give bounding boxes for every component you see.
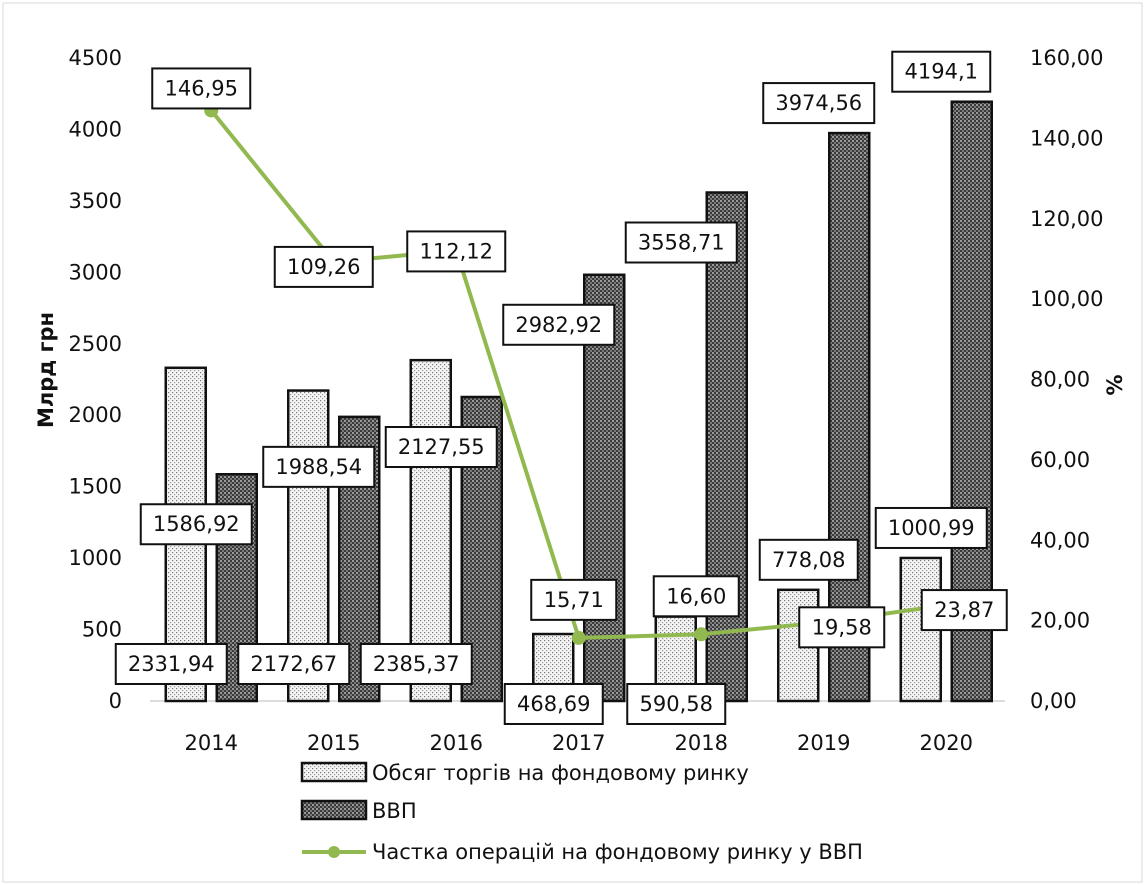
data-label-trading-volume-box (114, 643, 228, 685)
data-label-gdp: 2982,92 (515, 313, 602, 337)
data-label-share-box (406, 230, 507, 273)
data-label-trading-volume: 778,08 (772, 548, 845, 572)
data-label-trading-volume-box (626, 683, 727, 725)
y-tick-label: 2000 (69, 403, 122, 427)
data-label-gdp: 3974,56 (775, 91, 862, 115)
data-label-share-box (920, 589, 1008, 632)
data-labels: 2331,94 2172,67 2385,37 468,69 590,58 778,08 1… (114, 50, 1008, 725)
data-label-gdp-box (384, 425, 498, 468)
y2-tick-label: 140,00 (1030, 126, 1103, 150)
x-axis: 2014 2015 2016 2017 2018 2019 2020 (185, 731, 973, 755)
bar-gdp (583, 273, 626, 703)
x-tick-label: 2014 (185, 731, 238, 755)
data-label-trading-volume: 468,69 (517, 692, 590, 716)
y-tick-label: 500 (82, 618, 122, 642)
y-axis-title: Млрд грн (34, 312, 58, 428)
y2-tick-label: 80,00 (1030, 368, 1090, 392)
data-label-share: 16,60 (666, 584, 726, 608)
y-tick-label: 3500 (69, 189, 122, 213)
data-label-share-box (273, 245, 374, 288)
data-label-gdp-box (139, 503, 253, 546)
legend: Обсяг торгів на фондовому ринку ВВП Част… (300, 761, 863, 864)
share-point (571, 630, 586, 645)
y2-tick-label: 0,00 (1030, 689, 1077, 713)
x-tick-label: 2018 (675, 731, 728, 755)
x-tick-label: 2015 (307, 731, 360, 755)
data-label-trading-volume: 2331,94 (128, 652, 215, 676)
data-label-share-box (798, 606, 886, 649)
data-label-share: 146,95 (165, 76, 238, 100)
y-tick-label: 2500 (69, 332, 122, 356)
data-label-share: 15,71 (544, 588, 604, 612)
data-label-share: 23,87 (934, 598, 994, 622)
data-label-share-box (530, 578, 618, 621)
bar-gdp (705, 191, 748, 703)
data-label-gdp-box (762, 82, 876, 125)
data-label-trading-volume-box (874, 506, 988, 549)
y2-axis: 0,00 20,00 40,00 60,00 80,00 100,00 120,00 140,… (1030, 46, 1103, 713)
data-label-gdp: 2127,55 (398, 435, 485, 459)
share-point (694, 627, 709, 642)
data-label-share-box (652, 575, 740, 618)
data-label-gdp-box (624, 221, 738, 264)
data-label-share: 19,58 (812, 615, 872, 639)
y-tick-label: 1500 (69, 475, 122, 499)
data-label-trading-volume-box (503, 683, 604, 725)
legend-swatch-trading-volume (300, 761, 368, 783)
data-label-share: 112,12 (420, 239, 493, 263)
y-tick-label: 1000 (69, 546, 122, 570)
data-label-gdp: 1586,92 (153, 512, 240, 536)
data-label-trading-volume: 1000,99 (888, 516, 975, 540)
y2-axis-title: % (1103, 374, 1127, 395)
data-label-trading-volume: 2172,67 (250, 652, 337, 676)
x-tick-label: 2016 (430, 731, 483, 755)
x-tick-label: 2020 (920, 731, 973, 755)
data-label-share: 109,26 (287, 255, 360, 279)
data-label-trading-volume: 2385,37 (373, 652, 460, 676)
y2-tick-label: 100,00 (1030, 287, 1103, 311)
y-tick-label: 0 (109, 689, 122, 713)
legend-swatch-gdp (300, 799, 368, 821)
y2-tick-label: 120,00 (1030, 207, 1103, 231)
legend-label-trading-volume: Обсяг торгів на фондовому ринку (372, 761, 749, 785)
y-tick-label: 4000 (69, 117, 122, 141)
x-tick-label: 2017 (552, 731, 605, 755)
data-label-gdp-box (891, 50, 992, 93)
data-label-share-box (151, 67, 252, 110)
legend-swatch-share-marker (328, 846, 340, 858)
y-tick-label: 4500 (69, 46, 122, 70)
y-axis: 0 500 1000 1500 2000 2500 3000 3500 4000 4500 (69, 46, 122, 713)
x-tick-label: 2019 (797, 731, 850, 755)
y2-tick-label: 160,00 (1030, 46, 1103, 70)
data-label-trading-volume-box (359, 643, 473, 685)
data-label-gdp: 1988,54 (275, 455, 362, 479)
data-label-trading-volume-box (237, 643, 351, 685)
data-label-gdp-box (502, 303, 616, 346)
data-label-trading-volume-box (758, 538, 859, 581)
y2-tick-label: 60,00 (1030, 448, 1090, 472)
data-label-gdp-box (262, 445, 376, 488)
data-label-gdp: 4194,1 (905, 60, 978, 84)
data-label-gdp: 3558,71 (638, 230, 725, 254)
data-label-trading-volume: 590,58 (640, 692, 713, 716)
legend-label-gdp: ВВП (372, 799, 417, 823)
y2-tick-label: 40,00 (1030, 528, 1090, 552)
y-tick-label: 3000 (69, 260, 122, 284)
legend-label-share: Частка операцій на фондовому ринку у ВВП (372, 840, 863, 864)
y2-tick-label: 20,00 (1030, 609, 1090, 633)
